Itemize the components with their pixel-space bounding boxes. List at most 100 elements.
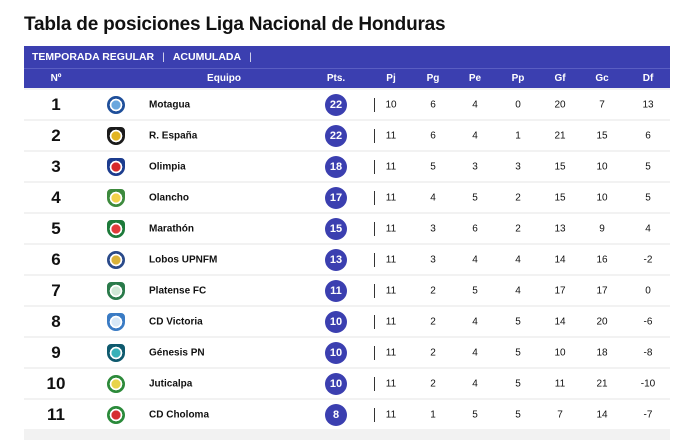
lost-value: 4 (515, 285, 521, 296)
tab-separator: | (249, 51, 252, 63)
played-value: 11 (385, 254, 397, 265)
drawn-value: 4 (472, 316, 478, 327)
team-crest-icon (107, 95, 125, 114)
goal-difference-value: -10 (640, 378, 656, 389)
team-name[interactable]: Génesis PN (149, 347, 205, 358)
played-value: 11 (385, 130, 397, 141)
played-value: 11 (385, 223, 397, 234)
position-number: 9 (51, 342, 61, 362)
goal-difference-value: 4 (645, 223, 651, 234)
team-name[interactable]: Lobos UPNFM (149, 254, 218, 265)
goals-against-value: 17 (596, 285, 608, 296)
team-crest-icon (107, 219, 125, 238)
position-number: 6 (51, 249, 61, 269)
goal-difference-value: 0 (645, 285, 651, 296)
drawn-value: 3 (472, 161, 478, 172)
goals-for-value: 17 (554, 285, 566, 296)
won-value: 4 (430, 192, 436, 203)
goals-for-value: 20 (554, 99, 566, 110)
table-row[interactable]: 7 Platense FC 11 11 2 5 4 17 17 0 (24, 276, 670, 305)
team-crest-icon (107, 250, 125, 269)
table-row[interactable]: 8 CD Victoria 10 11 2 4 5 14 20 -6 (24, 307, 670, 336)
goal-difference-value: 5 (645, 192, 651, 203)
column-divider (374, 160, 375, 174)
header-goal-difference: Df (642, 73, 654, 84)
team-name[interactable]: Olancho (149, 192, 190, 203)
header-team: Equipo (207, 73, 241, 84)
table-row[interactable]: 1 Motagua 22 10 6 4 0 20 7 13 (24, 90, 670, 119)
table-row[interactable]: 3 Olimpia 18 11 5 3 3 15 10 5 (24, 152, 670, 181)
goals-for-value: 15 (554, 192, 566, 203)
page-title: Tabla de posiciones Liga Nacional de Hon… (24, 14, 446, 35)
drawn-value: 4 (472, 254, 478, 265)
goals-against-value: 9 (599, 223, 605, 234)
lost-value: 1 (515, 130, 521, 141)
position-number: 3 (51, 156, 61, 176)
header-points: Pts. (326, 73, 346, 84)
lost-value: 5 (515, 316, 521, 327)
won-value: 3 (430, 254, 436, 265)
played-value: 11 (385, 378, 397, 389)
points-badge: 10 (325, 310, 347, 333)
lost-value: 2 (515, 192, 521, 203)
points-badge: 22 (325, 93, 347, 116)
goals-against-value: 18 (596, 347, 608, 358)
drawn-value: 5 (472, 192, 478, 203)
column-divider (374, 222, 375, 236)
won-value: 2 (430, 378, 436, 389)
team-name[interactable]: Motagua (149, 99, 191, 110)
played-value: 11 (385, 192, 397, 203)
goal-difference-value: 13 (642, 99, 654, 110)
goals-against-value: 10 (596, 192, 608, 203)
team-name[interactable]: CD Victoria (149, 316, 203, 327)
team-name[interactable]: Platense FC (149, 285, 207, 296)
points-badge: 18 (325, 155, 347, 178)
team-name[interactable]: R. España (149, 130, 198, 141)
tab-separator: | (162, 51, 165, 63)
team-crest-icon (107, 374, 125, 393)
played-value: 11 (385, 347, 397, 358)
won-value: 2 (430, 316, 436, 327)
column-divider (374, 284, 375, 298)
goals-against-value: 15 (596, 130, 608, 141)
points-badge: 15 (325, 217, 347, 240)
won-value: 6 (430, 130, 436, 141)
goals-against-value: 14 (596, 409, 608, 420)
lost-value: 2 (515, 223, 521, 234)
season-tab-bar: TEMPORADA REGULAR | ACUMULADA | (24, 46, 670, 68)
table-row[interactable]: 4 Olancho 17 11 4 5 2 15 10 5 (24, 183, 670, 212)
table-row[interactable]: 6 Lobos UPNFM 13 11 3 4 4 14 16 -2 (24, 245, 670, 274)
team-name[interactable]: Marathón (149, 223, 194, 234)
goal-difference-value: 5 (645, 161, 651, 172)
drawn-value: 4 (472, 378, 478, 389)
tab-temporada-regular[interactable]: TEMPORADA REGULAR (32, 51, 155, 63)
header-position: Nº (50, 73, 62, 84)
won-value: 3 (430, 223, 436, 234)
team-name[interactable]: CD Choloma (149, 409, 209, 420)
table-row[interactable]: 5 Marathón 15 11 3 6 2 13 9 4 (24, 214, 670, 243)
drawn-value: 4 (472, 347, 478, 358)
points-badge: 11 (325, 279, 347, 302)
team-name[interactable]: Olimpia (149, 161, 186, 172)
position-number: 7 (51, 280, 61, 300)
table-row[interactable]: 2 R. España 22 11 6 4 1 21 15 6 (24, 121, 670, 150)
goal-difference-value: 6 (645, 130, 651, 141)
goals-for-value: 10 (554, 347, 566, 358)
goal-difference-value: -6 (643, 316, 653, 327)
team-name[interactable]: Juticalpa (149, 378, 193, 389)
header-lost: Pp (511, 73, 525, 84)
table-row[interactable]: 10 Juticalpa 10 11 2 4 5 11 21 -10 (24, 369, 670, 398)
column-divider (374, 191, 375, 205)
goals-for-value: 11 (554, 378, 566, 389)
header-played: Pj (386, 73, 396, 84)
tab-acumulada[interactable]: ACUMULADA (172, 51, 242, 63)
goals-against-value: 20 (596, 316, 608, 327)
lost-value: 5 (515, 378, 521, 389)
goal-difference-value: -7 (643, 409, 653, 420)
played-value: 11 (385, 285, 397, 296)
goals-for-value: 14 (554, 254, 566, 265)
won-value: 6 (430, 99, 436, 110)
table-row[interactable]: 9 Génesis PN 10 11 2 4 5 10 18 -8 (24, 338, 670, 367)
table-row[interactable]: 11 CD Choloma 8 11 1 5 5 7 14 -7 (24, 400, 670, 429)
played-value: 11 (385, 409, 397, 420)
